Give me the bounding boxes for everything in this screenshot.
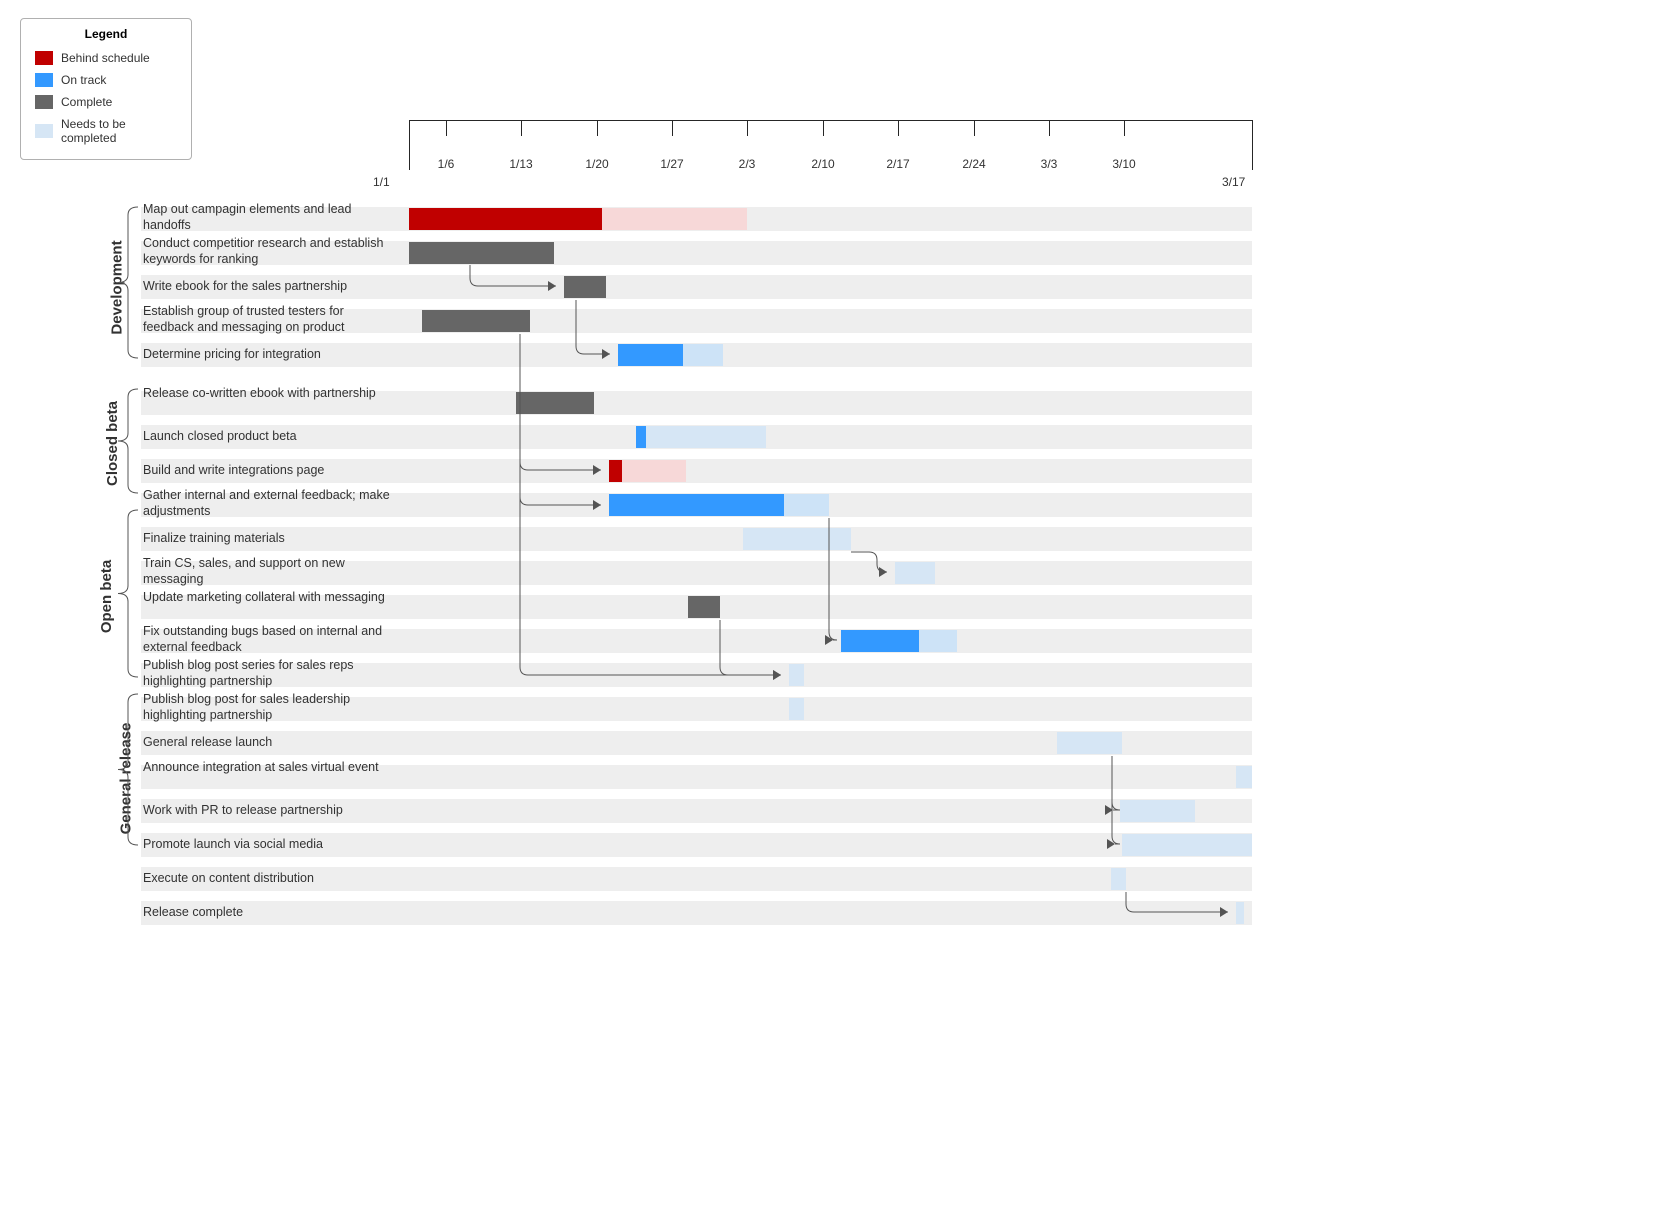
dependency-arrows (0, 0, 1676, 1207)
